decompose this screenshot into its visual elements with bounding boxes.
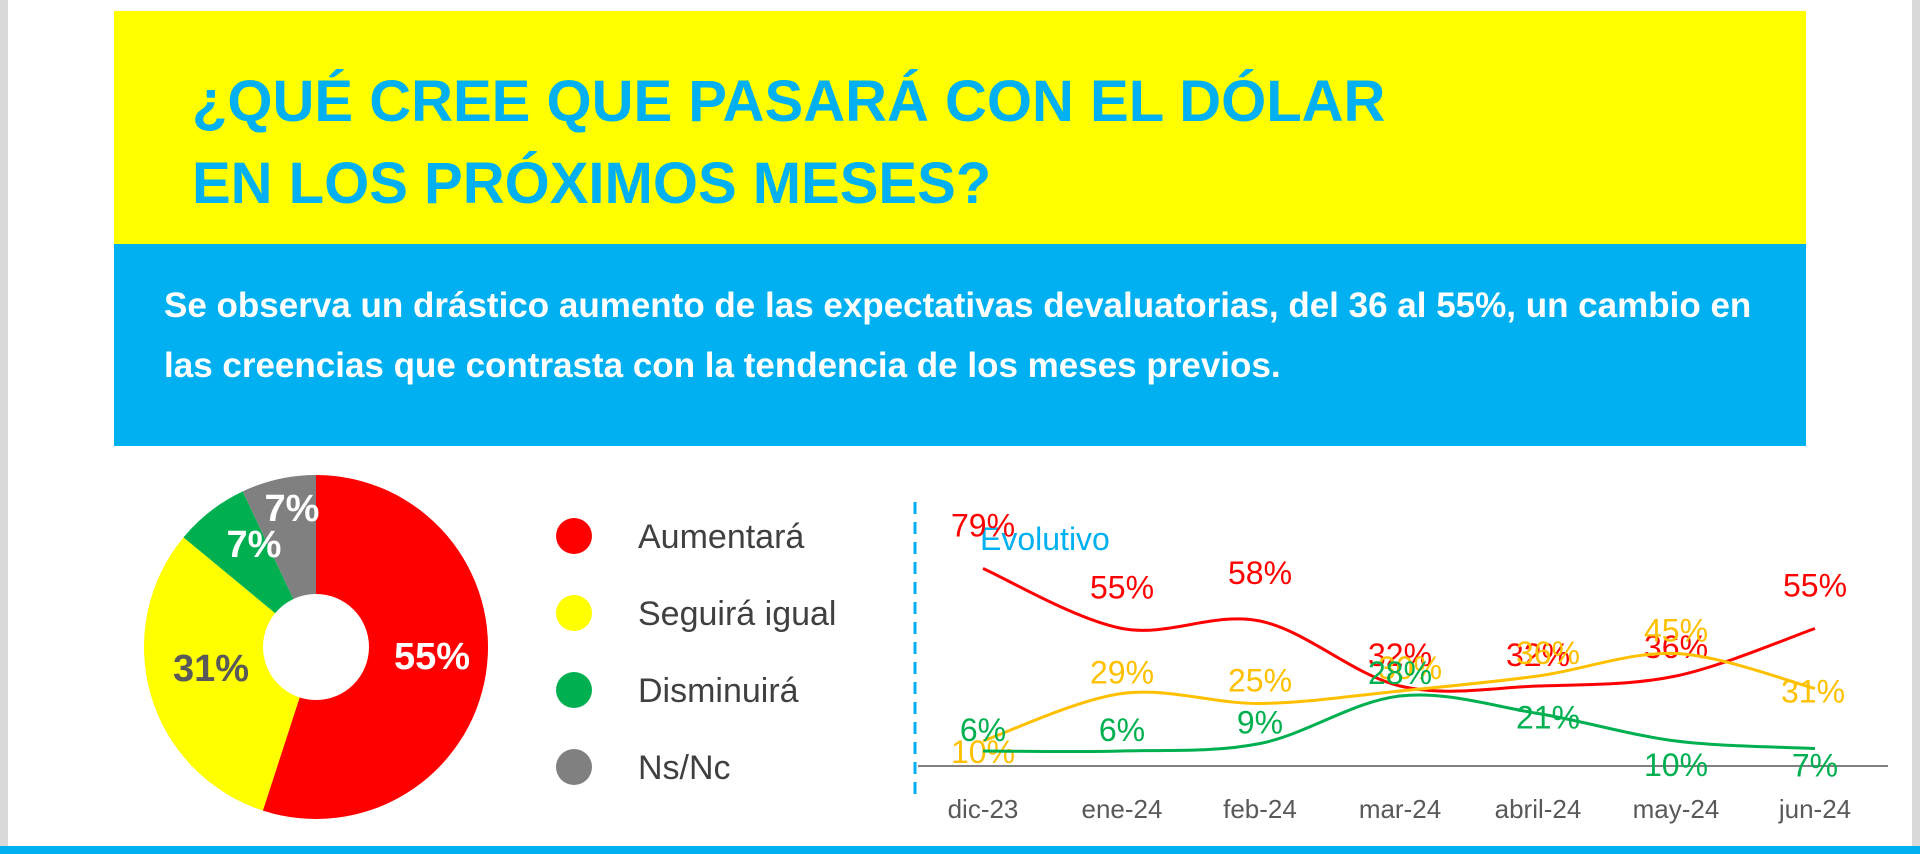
data-label-s2-2: 29% <box>1090 655 1154 691</box>
data-label-s3-1: 6% <box>960 712 1006 748</box>
data-label-s1-4: 32% <box>1368 637 1432 673</box>
legend-label-4: Ns/Nc <box>638 749 731 787</box>
data-label-s2-6: 45% <box>1644 613 1708 649</box>
legend-marker-2 <box>556 595 592 631</box>
x-tick-label-6: may-24 <box>1633 794 1720 824</box>
pie-value-label-1: 55% <box>394 636 470 678</box>
series-line-1 <box>982 567 1816 693</box>
data-label-s3-2: 6% <box>1099 712 1145 748</box>
chart-legend: Aumentará Seguirá igual Disminuirá Ns/Nc <box>556 518 836 787</box>
data-label-s1-6: 36% <box>1644 629 1708 665</box>
data-label-s1-1: 79% <box>951 508 1015 544</box>
donut-chart: 55% 31% 7%7% <box>143 475 488 819</box>
data-label-s2-5: 36% <box>1516 635 1580 671</box>
pie-value-label-2: 31% <box>173 648 249 690</box>
pie-slice-1 <box>262 475 488 819</box>
data-label-s3-7: 7% <box>1792 748 1838 784</box>
data-label-s1-2: 55% <box>1090 570 1154 606</box>
bottom-band <box>0 846 1920 854</box>
series-line-2 <box>982 651 1816 743</box>
data-label-s1-7: 55% <box>1783 568 1847 604</box>
legend-label-1: Aumentará <box>638 518 804 556</box>
page-title-line-1: ¿QUÉ CREE QUE PASARÁ CON EL DÓLAR <box>192 69 1386 134</box>
x-tick-label-4: mar-24 <box>1359 794 1441 824</box>
x-tick-label-7: jun-24 <box>1778 794 1851 824</box>
data-label-s3-6: 10% <box>1644 747 1708 783</box>
data-label-s2-3: 25% <box>1228 663 1292 699</box>
line-chart-title: Evolutivo <box>980 521 1110 557</box>
x-tick-label-1: dic-23 <box>948 794 1019 824</box>
legend-marker-4 <box>556 749 592 785</box>
legend-label-2: Seguirá igual <box>638 595 836 633</box>
line-chart-evolutivo: Evolutivo dic-23 ene-24 feb-24 mar-24 abril-2… <box>913 502 1888 824</box>
data-label-s3-3: 9% <box>1237 705 1283 741</box>
pie-value-label-3: 7% <box>227 524 282 566</box>
pie-slice-2 <box>143 537 316 811</box>
title-band: ¿QUÉ CREE QUE PASARÁ CON EL DÓLAR EN LOS… <box>114 11 1806 244</box>
page-title-line-2: EN LOS PRÓXIMOS MESES? <box>192 151 992 216</box>
subtitle-band: Se observa un drástico aumento de las ex… <box>114 244 1806 446</box>
subtitle-text: Se observa un drástico aumento de las ex… <box>164 286 1752 385</box>
data-label-s3-4: 28% <box>1368 655 1432 691</box>
data-label-s3-5: 21% <box>1516 700 1580 736</box>
x-tick-label-3: feb-24 <box>1223 794 1297 824</box>
data-label-s2-7: 31% <box>1781 674 1845 710</box>
legend-marker-3 <box>556 672 592 708</box>
data-label-s1-5: 32% <box>1506 637 1570 673</box>
x-tick-label-2: ene-24 <box>1082 794 1163 824</box>
legend-marker-1 <box>556 518 592 554</box>
left-edge <box>0 0 8 854</box>
series-line-3 <box>982 693 1816 754</box>
data-label-s2-4: 30% <box>1378 650 1442 686</box>
legend-label-3: Disminuirá <box>638 672 799 710</box>
data-label-s1-3: 58% <box>1228 555 1292 591</box>
pie-value-label-4: 7% <box>265 488 320 530</box>
donut-hole <box>263 594 369 700</box>
right-edge <box>1912 0 1920 854</box>
x-tick-label-5: abril-24 <box>1495 794 1582 824</box>
